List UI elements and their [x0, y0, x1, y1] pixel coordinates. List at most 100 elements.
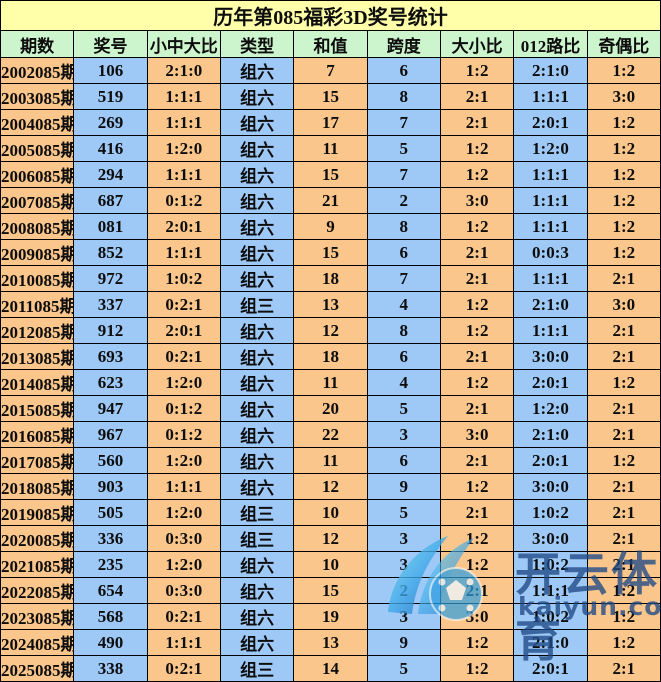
table-row: 2009085期 852 1:1:1 组六 15 6 2:1 0:0:3 1:2: [0, 239, 661, 266]
column-header-issue: 期数: [0, 30, 75, 58]
cell-issue: 2004085期: [0, 109, 75, 136]
cell-ratio3: 1:2:0: [146, 135, 221, 162]
cell-road: 3:0:0: [513, 343, 588, 370]
cell-award: 416: [73, 135, 148, 162]
cell-bigsmall: 2:1: [439, 343, 515, 370]
cell-span: 4: [366, 369, 441, 396]
table-row: 2022085期 654 0:3:0 组六 15 2 2:1 1:1:1 1:2: [0, 577, 661, 604]
cell-bigsmall: 1:2: [439, 161, 515, 188]
cell-span: 5: [366, 395, 441, 422]
cell-issue: 2024085期: [0, 629, 75, 656]
cell-road: 1:2:0: [513, 395, 588, 422]
cell-issue: 2011085期: [0, 291, 75, 318]
cell-ratio3: 1:2:0: [146, 369, 221, 396]
cell-issue: 2002085期: [0, 57, 75, 84]
cell-oddeven: 1:2: [586, 369, 661, 396]
cell-award: 568: [73, 603, 148, 630]
cell-road: 1:1:1: [513, 317, 588, 344]
cell-ratio3: 2:1:0: [146, 57, 221, 84]
cell-bigsmall: 1:2: [439, 369, 515, 396]
cell-bigsmall: 2:1: [439, 447, 515, 474]
table-row: 2013085期 693 0:2:1 组六 18 6 2:1 3:0:0 2:1: [0, 343, 661, 370]
cell-span: 4: [366, 291, 441, 318]
cell-type: 组三: [219, 525, 295, 552]
cell-sum: 10: [293, 499, 368, 526]
table-row: 2018085期 903 1:1:1 组六 12 9 1:2 3:0:0 2:1: [0, 473, 661, 500]
page-title: 历年第085福彩3D奖号统计: [0, 0, 661, 31]
cell-award: 294: [73, 161, 148, 188]
cell-oddeven: 2:1: [586, 655, 661, 682]
cell-oddeven: 2:1: [586, 551, 661, 578]
cell-ratio3: 1:1:1: [146, 109, 221, 136]
cell-ratio3: 1:1:1: [146, 629, 221, 656]
cell-type: 组六: [219, 187, 295, 214]
cell-oddeven: 2:1: [586, 525, 661, 552]
table-row: 2017085期 560 1:2:0 组六 11 6 2:1 2:0:1 1:2: [0, 447, 661, 474]
cell-bigsmall: 1:2: [439, 317, 515, 344]
cell-type: 组六: [219, 57, 295, 84]
cell-oddeven: 2:1: [586, 473, 661, 500]
cell-road: 2:1:0: [513, 57, 588, 84]
cell-issue: 2008085期: [0, 213, 75, 240]
column-header-ratio3: 小中大比: [146, 30, 221, 58]
cell-type: 组六: [219, 161, 295, 188]
cell-span: 6: [366, 343, 441, 370]
cell-road: 1:1:1: [513, 161, 588, 188]
cell-ratio3: 1:2:0: [146, 447, 221, 474]
table-row: 2025085期 338 0:2:1 组三 14 5 1:2 2:0:1 2:1: [0, 655, 661, 682]
cell-bigsmall: 2:1: [439, 109, 515, 136]
cell-oddeven: 3:0: [586, 291, 661, 318]
cell-span: 9: [366, 473, 441, 500]
table-row: 2023085期 568 0:2:1 组六 19 3 3:0 1:0:2 1:2: [0, 603, 661, 630]
cell-issue: 2023085期: [0, 603, 75, 630]
cell-road: 2:0:1: [513, 447, 588, 474]
cell-award: 947: [73, 395, 148, 422]
cell-issue: 2019085期: [0, 499, 75, 526]
cell-issue: 2006085期: [0, 161, 75, 188]
cell-ratio3: 1:2:0: [146, 499, 221, 526]
cell-bigsmall: 1:2: [439, 629, 515, 656]
cell-issue: 2021085期: [0, 551, 75, 578]
cell-type: 组六: [219, 473, 295, 500]
cell-ratio3: 0:2:1: [146, 291, 221, 318]
column-header-type: 类型: [219, 30, 295, 58]
cell-type: 组三: [219, 499, 295, 526]
cell-type: 组六: [219, 83, 295, 110]
cell-span: 3: [366, 525, 441, 552]
cell-issue: 2003085期: [0, 83, 75, 110]
cell-oddeven: 2:1: [586, 421, 661, 448]
cell-span: 6: [366, 239, 441, 266]
cell-sum: 12: [293, 473, 368, 500]
cell-issue: 2018085期: [0, 473, 75, 500]
cell-award: 967: [73, 421, 148, 448]
cell-bigsmall: 2:1: [439, 395, 515, 422]
cell-ratio3: 0:2:1: [146, 655, 221, 682]
cell-span: 6: [366, 57, 441, 84]
column-header-span: 跨度: [366, 30, 441, 58]
cell-road: 2:0:1: [513, 109, 588, 136]
cell-road: 1:1:1: [513, 187, 588, 214]
cell-issue: 2005085期: [0, 135, 75, 162]
column-header-road: 012路比: [513, 30, 588, 58]
cell-type: 组六: [219, 135, 295, 162]
cell-span: 5: [366, 135, 441, 162]
cell-award: 235: [73, 551, 148, 578]
cell-type: 组三: [219, 655, 295, 682]
cell-issue: 2022085期: [0, 577, 75, 604]
cell-type: 组六: [219, 213, 295, 240]
cell-road: 2:0:1: [513, 369, 588, 396]
cell-ratio3: 0:3:0: [146, 525, 221, 552]
cell-oddeven: 1:2: [586, 187, 661, 214]
cell-type: 组六: [219, 447, 295, 474]
cell-ratio3: 0:1:2: [146, 421, 221, 448]
cell-sum: 14: [293, 655, 368, 682]
cell-award: 336: [73, 525, 148, 552]
table-row: 2002085期 106 2:1:0 组六 7 6 1:2 2:1:0 1:2: [0, 57, 661, 84]
title-row: 历年第085福彩3D奖号统计: [0, 0, 661, 31]
cell-oddeven: 1:2: [586, 239, 661, 266]
cell-ratio3: 0:2:1: [146, 343, 221, 370]
table-row: 2021085期 235 1:2:0 组六 10 3 1:2 1:0:2 2:1: [0, 551, 661, 578]
cell-bigsmall: 1:2: [439, 551, 515, 578]
cell-span: 3: [366, 603, 441, 630]
table-row: 2004085期 269 1:1:1 组六 17 7 2:1 2:0:1 1:2: [0, 109, 661, 136]
